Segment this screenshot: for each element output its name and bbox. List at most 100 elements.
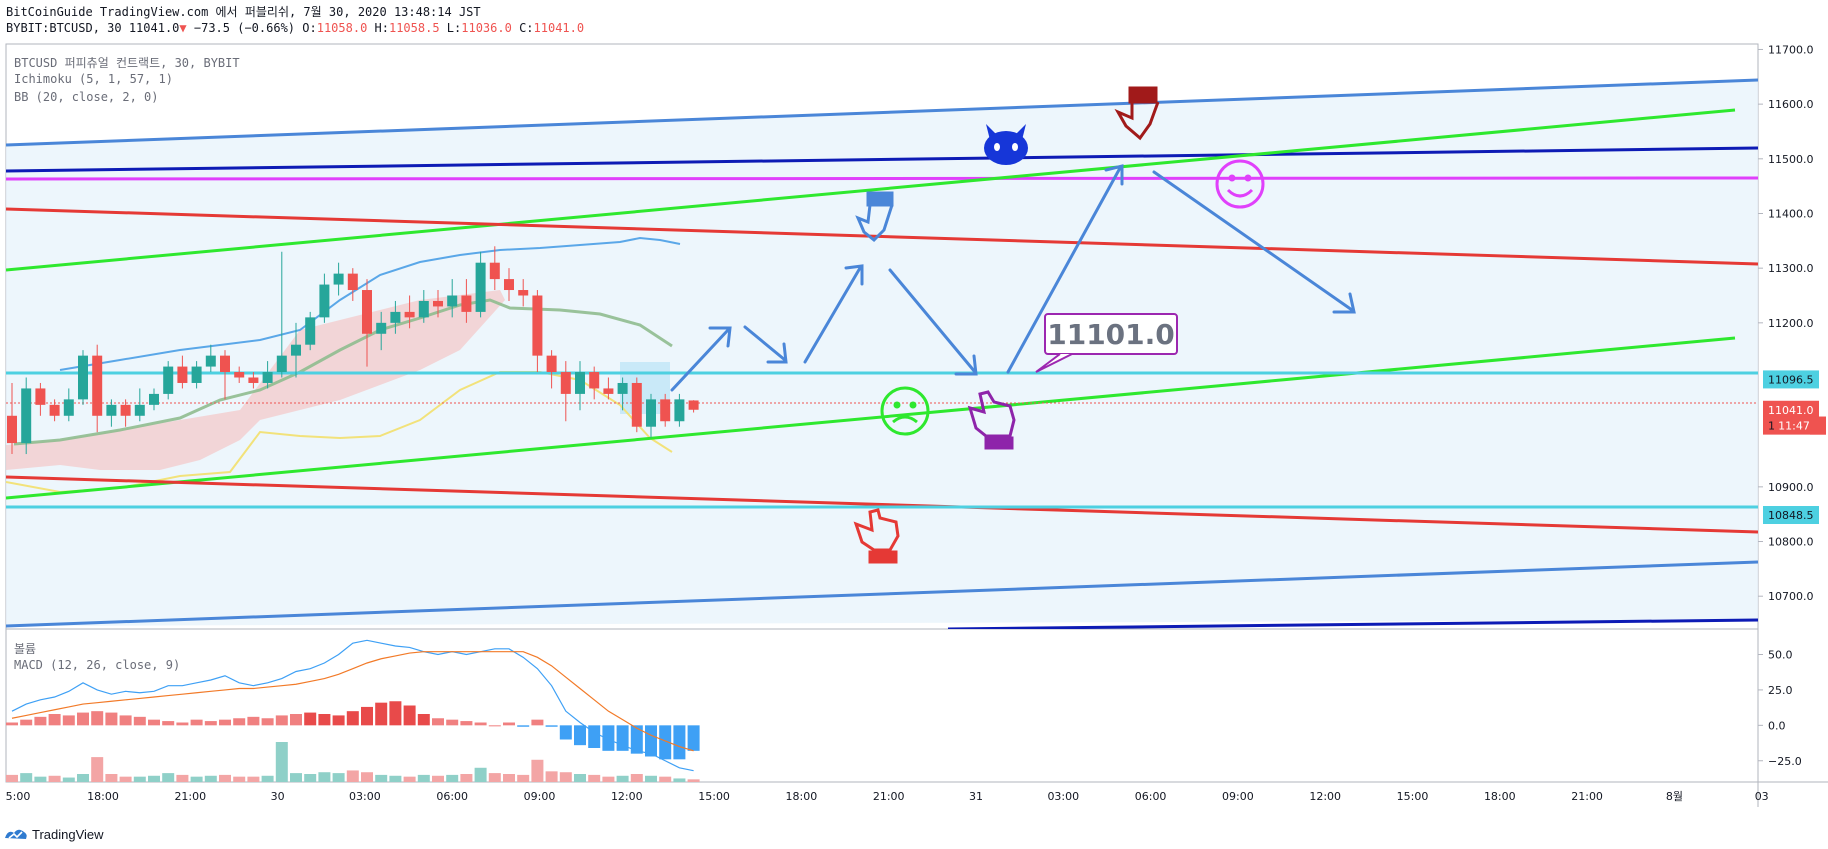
volume-bar bbox=[6, 774, 18, 782]
candle-body bbox=[291, 344, 301, 356]
hand-down-icon-brown bbox=[1114, 86, 1160, 141]
green-lower-line bbox=[6, 336, 1736, 500]
price-axis: 10700.0 10800.0 10900.0 11200.0 11300.0 11400… bbox=[1758, 43, 1826, 603]
time-tick-label: 8월 bbox=[1666, 790, 1683, 803]
candle-body bbox=[49, 404, 60, 416]
candle-body bbox=[134, 404, 145, 416]
candle-body bbox=[475, 262, 486, 312]
macd-pane[interactable] bbox=[5, 628, 1759, 783]
macd-histogram-bar bbox=[346, 711, 359, 726]
volume-bar bbox=[62, 777, 75, 782]
macd-histogram-bar bbox=[361, 706, 373, 726]
candle-body bbox=[78, 355, 88, 400]
candles-layer bbox=[7, 246, 699, 455]
time-tick-label: 18:00 bbox=[786, 790, 818, 803]
volume-bar bbox=[488, 773, 501, 782]
volume-bar bbox=[545, 771, 558, 782]
candle-body bbox=[646, 399, 656, 427]
candle-body bbox=[234, 372, 245, 378]
down-arrow-icon: ▼ bbox=[179, 21, 187, 35]
volume-bar bbox=[219, 774, 231, 782]
macd-histogram-bar bbox=[474, 722, 487, 726]
candle-body bbox=[220, 355, 230, 373]
price-callout: 11101.0 bbox=[1035, 313, 1178, 373]
macd-tick-label: 0.0 bbox=[1768, 719, 1786, 732]
volume-bar bbox=[446, 774, 459, 782]
volume-bar bbox=[659, 776, 672, 782]
candle-body bbox=[688, 400, 699, 410]
candle-body bbox=[560, 372, 571, 394]
time-tick-label: 30 bbox=[271, 790, 285, 803]
last-price: 11041.0 bbox=[128, 21, 180, 35]
volume-bar bbox=[574, 774, 586, 782]
legend-ichimoku: Ichimoku (5, 1, 57, 1) bbox=[14, 72, 173, 86]
price-tick-label: 11500.0 bbox=[1768, 153, 1814, 166]
volume-bar bbox=[133, 776, 146, 782]
volume-bar bbox=[432, 775, 444, 782]
candle-body bbox=[461, 295, 472, 312]
macd-histogram-bar bbox=[162, 721, 175, 726]
footer-brand: TradingView bbox=[32, 826, 104, 842]
candle-body bbox=[504, 279, 514, 291]
macd-tick-label: 50.0 bbox=[1768, 649, 1793, 662]
macd-histogram-bar bbox=[531, 719, 544, 726]
macd-histogram-bar bbox=[204, 721, 217, 726]
candle-body bbox=[106, 404, 117, 416]
time-tick-label: 03 bbox=[1755, 790, 1769, 803]
volume-bar bbox=[503, 774, 515, 782]
countdown-label: 11:47 bbox=[1778, 420, 1810, 433]
publish-info: BitCoinGuide TradingView.com 에서 퍼블리쉬, 7월… bbox=[6, 5, 481, 19]
volume-bar bbox=[105, 774, 118, 782]
time-tick-label: 03:00 bbox=[349, 790, 381, 803]
price-tick-label: 10700.0 bbox=[1768, 590, 1814, 603]
candle-body bbox=[390, 311, 401, 323]
time-tick-label: 12:00 bbox=[1309, 790, 1341, 803]
candle-body bbox=[248, 377, 259, 383]
volume-bar bbox=[474, 767, 487, 782]
volume-bar bbox=[176, 774, 189, 782]
volume-bar bbox=[531, 759, 544, 782]
macd-tick-label: −25.0 bbox=[1768, 755, 1802, 768]
candle-body bbox=[333, 273, 344, 285]
macd-histogram-bar bbox=[375, 702, 388, 726]
open-label: O: bbox=[302, 21, 317, 35]
macd-histogram-bar bbox=[48, 714, 61, 726]
symbol-label: BYBIT:BTCUSD, 30 bbox=[6, 21, 122, 35]
time-tick-label: 06:00 bbox=[436, 790, 468, 803]
macd-histogram-bar bbox=[176, 722, 189, 726]
candle-body bbox=[404, 311, 415, 318]
time-tick-label: 18:00 bbox=[87, 790, 119, 803]
price-tick-label: 11300.0 bbox=[1768, 262, 1814, 275]
macd-histogram-bar bbox=[432, 718, 444, 726]
macd-histogram-bar bbox=[403, 705, 416, 726]
macd-histogram-bar bbox=[261, 718, 274, 726]
macd-histogram-bar bbox=[290, 714, 302, 726]
macd-histogram-bar bbox=[517, 725, 530, 727]
candle-body bbox=[660, 399, 671, 422]
macd-histogram-bar bbox=[233, 718, 246, 726]
time-tick-label: 09:00 bbox=[1222, 790, 1254, 803]
macd-histogram-bar bbox=[602, 725, 615, 751]
price-tick-label: 11400.0 bbox=[1768, 207, 1814, 220]
volume-bar bbox=[48, 775, 61, 782]
volume-bar bbox=[517, 774, 530, 782]
red-lower-line bbox=[6, 475, 1758, 534]
volume-bar bbox=[77, 774, 89, 782]
macd-histogram-bar bbox=[446, 719, 459, 726]
time-tick-label: 21:00 bbox=[873, 790, 905, 803]
time-axis: 5:00 18:00 21:00 30 03:00 06:00 09:00 12:00 15:0… bbox=[6, 790, 1769, 803]
tradingview-logo-icon bbox=[5, 829, 27, 839]
volume-bar bbox=[290, 773, 302, 782]
candle-body bbox=[447, 295, 458, 307]
macd-histogram-bar bbox=[559, 725, 572, 740]
volume-bar bbox=[20, 773, 33, 782]
candle-body bbox=[617, 382, 628, 394]
volume-bar bbox=[346, 770, 359, 782]
footer[interactable]: TradingView bbox=[4, 826, 104, 842]
macd-histogram-bar bbox=[659, 725, 672, 760]
volume-bar bbox=[204, 775, 217, 782]
candle-body bbox=[674, 399, 685, 422]
macd-histogram-bar bbox=[148, 719, 160, 726]
low-label: L: bbox=[446, 21, 462, 35]
